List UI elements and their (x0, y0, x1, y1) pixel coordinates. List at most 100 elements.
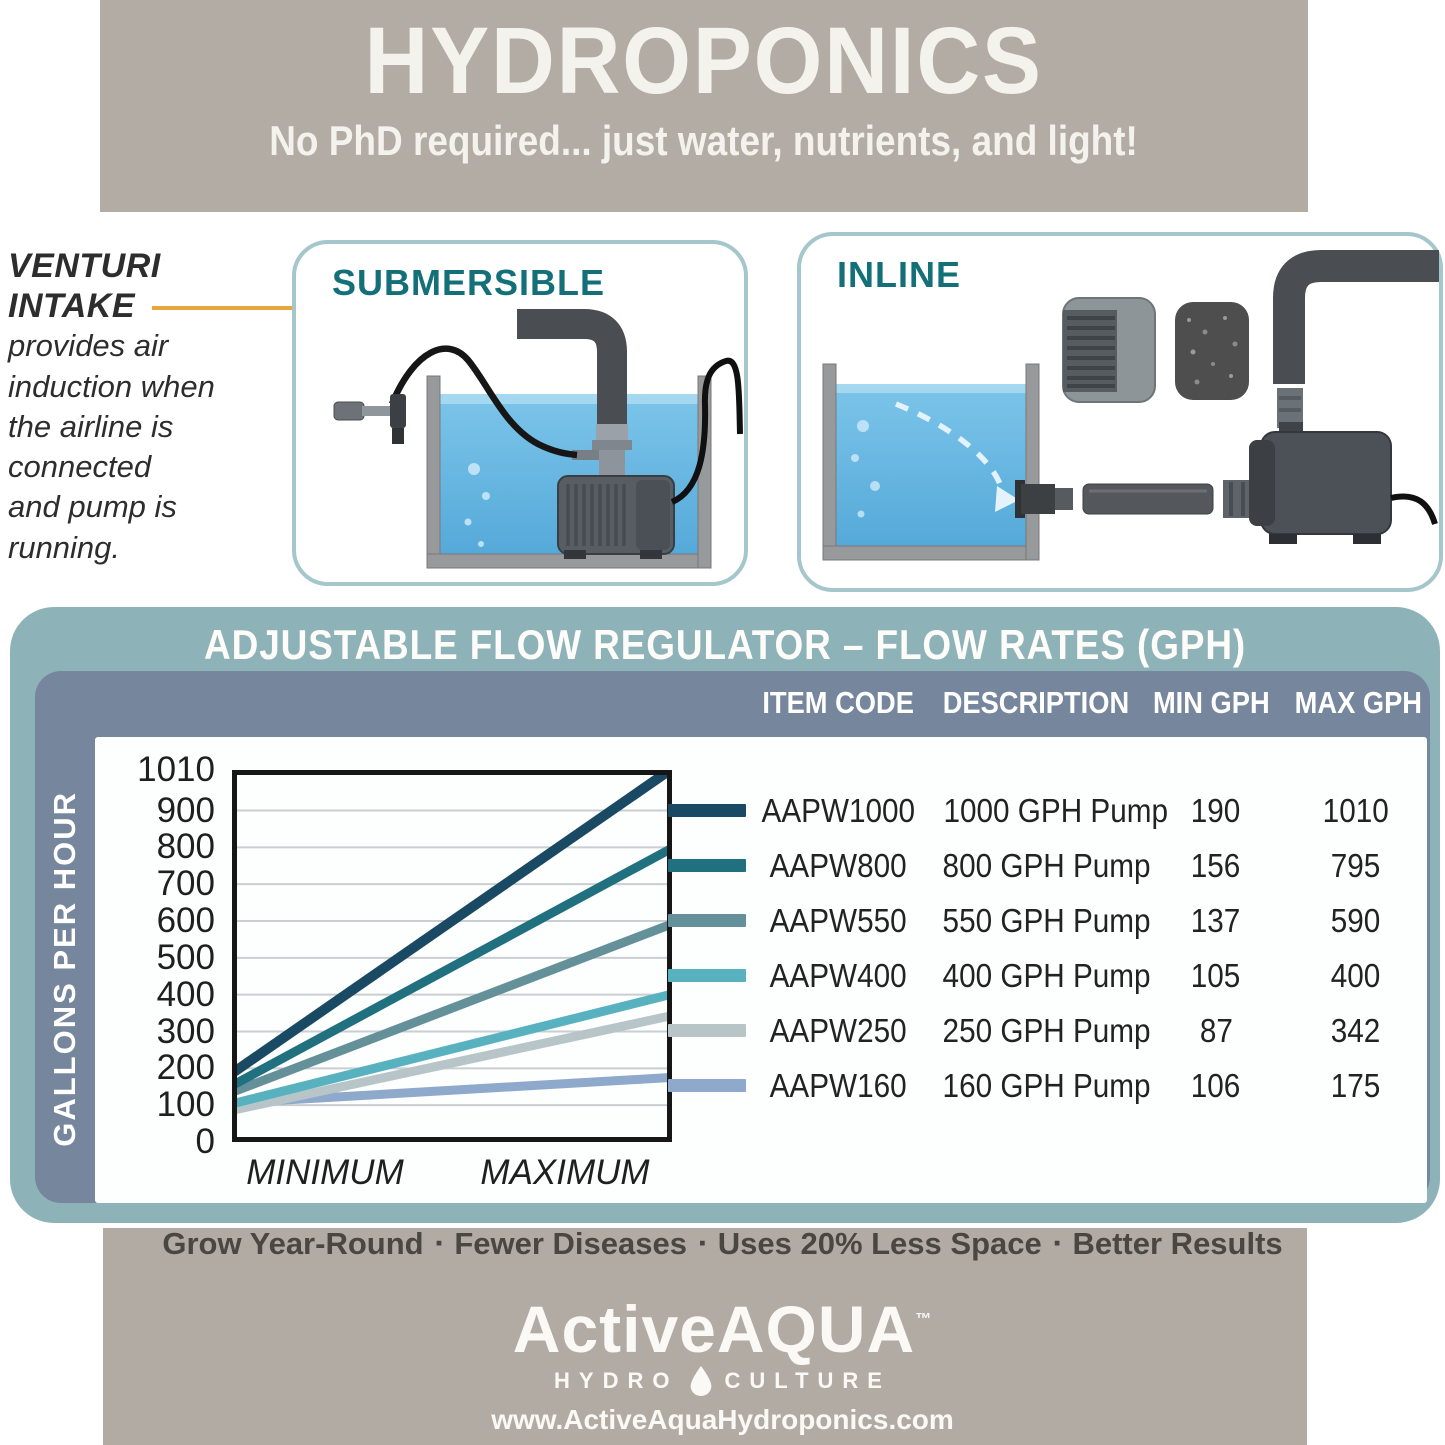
submersible-panel: SUBMERSIBLE (292, 240, 748, 586)
min-gph-value: 137 (1191, 901, 1241, 939)
flow-chart (232, 770, 672, 1142)
table-row: AAPW1000 1000 GPH Pump 190 1010 (660, 783, 1430, 838)
table-row: AAPW800 800 GPH Pump 156 795 (660, 838, 1430, 893)
table-row: AAPW250 250 GPH Pump 87 342 (660, 1003, 1430, 1058)
series-line-AAPW1000 (232, 770, 672, 1077)
hydro-text: HYDRO (554, 1368, 679, 1393)
y-tick-label: 0 (195, 1122, 215, 1161)
chart-table-background (95, 737, 1427, 1203)
airline-tube (388, 345, 578, 459)
flow-rates-card: ADJUSTABLE FLOW REGULATOR – FLOW RATES (… (10, 607, 1440, 1223)
bottom-banner (103, 1228, 1307, 1445)
tagline: Grow Year-Round ▪ Fewer Diseases ▪ Uses 20% … (0, 1226, 1445, 1262)
bullet-separator: ▪ (435, 1233, 443, 1254)
item-code: AAPW250 (769, 1011, 908, 1049)
item-code: AAPW1000 (761, 791, 916, 829)
table-row: AAPW400 400 GPH Pump 105 400 (660, 948, 1430, 1003)
y-tick-label: 800 (156, 827, 215, 867)
table-row: AAPW550 550 GPH Pump 137 590 (660, 893, 1430, 948)
tagline-part: Better Results (1072, 1226, 1283, 1261)
item-code: AAPW800 (769, 846, 908, 884)
y-tick-label: 400 (156, 974, 215, 1014)
power-cord (670, 357, 743, 505)
tank-bottom (822, 545, 1040, 561)
max-gph-value: 342 (1331, 1011, 1381, 1049)
tank-wall-right (1025, 363, 1040, 561)
intake-strainer (1062, 297, 1156, 403)
series-swatch (668, 804, 746, 817)
page-title: HYDROPONICS (100, 14, 1308, 109)
max-gph-value: 590 (1331, 901, 1381, 939)
card-title: ADJUSTABLE FLOW REGULATOR – FLOW RATES (… (10, 621, 1440, 669)
callout-line-horizontal (152, 306, 343, 310)
item-description: 800 GPH Pump (942, 846, 1151, 884)
venturi-intake (333, 394, 406, 444)
item-code: AAPW400 (769, 956, 908, 994)
item-code: AAPW550 (769, 901, 908, 939)
y-tick-label: 1010 (137, 750, 215, 789)
y-tick-label: 700 (156, 864, 215, 904)
item-description: 250 GPH Pump (942, 1011, 1151, 1049)
venturi-note: VENTURI INTAKE provides air induction wh… (8, 246, 290, 568)
page-title-text: HYDROPONICS (364, 8, 1044, 114)
tagline-part: Uses 20% Less Space (717, 1226, 1042, 1261)
venturi-body-line: running. (8, 529, 121, 565)
pipe-segment (1082, 483, 1214, 515)
series-line-AAPW550 (232, 920, 672, 1096)
column-header-item-code: ITEM CODE (762, 685, 914, 720)
venturi-body-line: the airline is (8, 408, 174, 444)
venturi-title-line1: VENTURI (8, 247, 161, 285)
power-cord (1390, 493, 1438, 525)
max-gph-value: 795 (1331, 846, 1381, 884)
foam-filter (1175, 302, 1249, 400)
trademark-symbol: ™ (915, 1311, 933, 1328)
series-swatch (668, 969, 746, 982)
y-axis-label: GALLONS PER HOUR (47, 791, 82, 1147)
brand-name: ActiveAQUA™ (512, 1292, 933, 1366)
series-swatch (668, 914, 746, 927)
venturi-body-line: and pump is (8, 489, 177, 525)
item-description: 550 GPH Pump (942, 901, 1151, 939)
tank-wall-left (822, 363, 837, 561)
min-gph-value: 156 (1191, 846, 1241, 884)
column-header-max-gph: MAX GPH (1294, 685, 1423, 720)
inline-panel: INLINE (797, 232, 1443, 592)
series-line-AAPW250 (233, 1011, 671, 1115)
min-gph-value: 106 (1191, 1066, 1241, 1104)
y-tick-label: 200 (156, 1048, 215, 1088)
y-tick-label: 600 (156, 901, 215, 940)
inline-label: INLINE (837, 254, 962, 295)
brand-tagline: HYDRO CULTURE (0, 1366, 1445, 1396)
item-code: AAPW160 (769, 1066, 908, 1104)
card-title-text: ADJUSTABLE FLOW REGULATOR – FLOW RATES (… (203, 621, 1247, 668)
series-line-AAPW800 (232, 845, 672, 1089)
top-banner: HYDROPONICS No PhD required... just wate… (100, 0, 1308, 212)
y-tick-label: 500 (156, 937, 215, 977)
culture-text: CULTURE (724, 1368, 891, 1393)
venturi-body-line: provides air (8, 328, 169, 364)
page-subtitle: No PhD required... just water, nutrients… (100, 117, 1308, 165)
submersible-label: SUBMERSIBLE (332, 262, 606, 303)
table-row: AAPW160 160 GPH Pump 106 175 (660, 1058, 1430, 1113)
submersible-diagram (333, 309, 743, 569)
item-description: 400 GPH Pump (942, 956, 1151, 994)
venturi-body-line: connected (8, 449, 152, 485)
water (836, 384, 1026, 546)
bullet-separator: ▪ (698, 1233, 706, 1254)
tagline-part: Grow Year-Round (162, 1226, 424, 1261)
item-description: 1000 GPH Pump (943, 791, 1168, 829)
series-line-AAPW400 (232, 990, 672, 1108)
flow-arrow (894, 401, 1006, 495)
min-gph-value: 87 (1199, 1011, 1233, 1049)
series-swatch (668, 1079, 746, 1092)
y-tick-label: 900 (156, 790, 215, 830)
brand-logo: ActiveAQUA™ HYDRO CULTURE www.ActiveAqua… (0, 1296, 1445, 1436)
y-tick-label: 300 (156, 1011, 215, 1051)
min-gph-value: 105 (1191, 956, 1241, 994)
card-inner-panel: ITEM CODE DESCRIPTION MIN GPH MAX GPH GA… (35, 671, 1430, 1203)
max-gph-value: 175 (1331, 1066, 1381, 1104)
max-gph-value: 1010 (1322, 791, 1390, 829)
elbow-pipe (1273, 250, 1439, 384)
series-swatch (668, 859, 746, 872)
